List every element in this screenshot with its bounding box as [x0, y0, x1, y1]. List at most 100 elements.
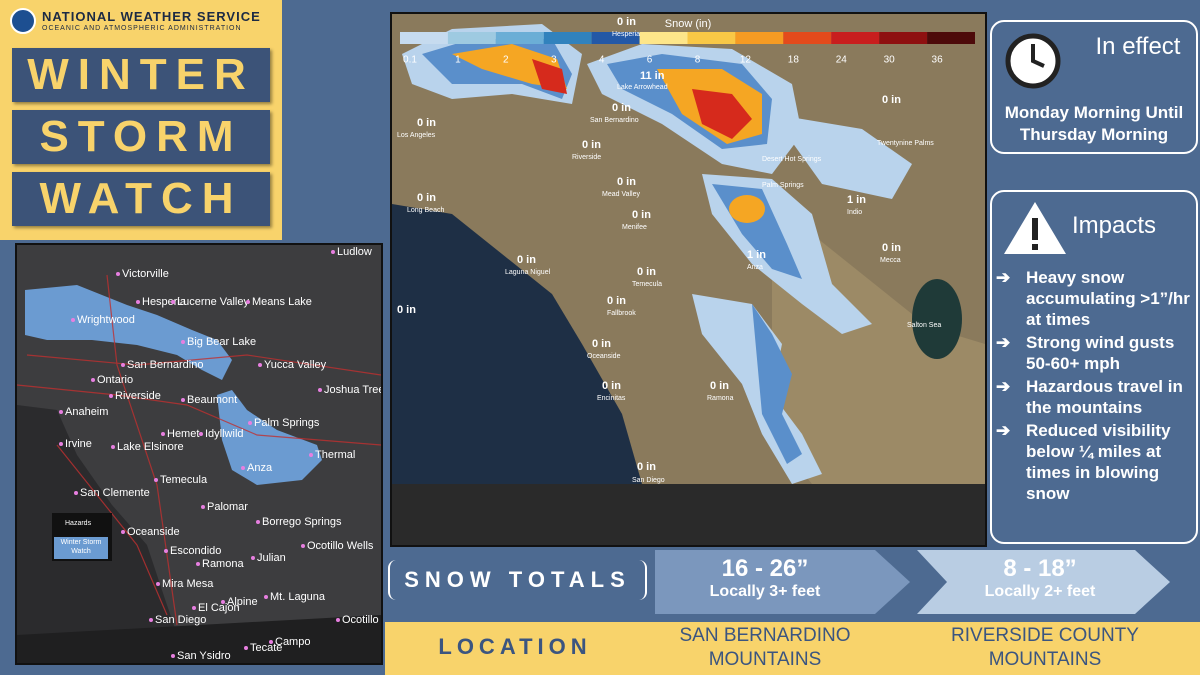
agency: NATIONAL WEATHER SERVICE [42, 9, 261, 24]
legend-tick: 3 [551, 55, 557, 66]
legend-swatch [831, 32, 880, 44]
place-label: Julian [257, 552, 286, 564]
place-dot [196, 562, 200, 566]
hazard-map: Hazards Winter Storm Watch Ludlow Victorv… [15, 243, 383, 665]
place-dot [244, 646, 248, 650]
legend-tick: 12 [740, 55, 752, 66]
place-dot [91, 378, 95, 382]
place-dot [74, 491, 78, 495]
place-dot [71, 318, 75, 322]
place-dot [154, 478, 158, 482]
place-dot [309, 453, 313, 457]
amount-label: 0 in [637, 461, 656, 473]
impact-text: Hazardous travel in the mountains [1026, 377, 1183, 417]
amount-label: 0 in [602, 380, 621, 392]
place-label: San Diego [632, 477, 665, 484]
in-effect-period: Monday Morning Until Thursday Morning [1004, 103, 1184, 144]
place-dot [59, 410, 63, 414]
amount-label: 0 in [397, 304, 416, 316]
legend-tick: 1 [455, 55, 461, 66]
place-label: Campo [275, 636, 310, 648]
amount-label: 1 in [747, 249, 766, 261]
place-label: Big Bear Lake [187, 336, 256, 348]
place-label: Mt. Laguna [270, 591, 326, 603]
warning-icon [1004, 202, 1066, 254]
zone-note: Locally 2+ feet [984, 583, 1096, 600]
amount-label: 0 in [617, 176, 636, 188]
place-label: Anza [247, 462, 273, 474]
place-label: Idyllwild [205, 428, 244, 440]
amount-label: 11 in [640, 70, 665, 82]
amount-label: 0 in [617, 16, 636, 28]
amount-label: 0 in [637, 266, 656, 278]
place-label: Palm Springs [254, 417, 320, 429]
impacts-panel: Impacts ➔ Heavy snow accumulating >1”/hr … [990, 190, 1198, 544]
place-dot [199, 432, 203, 436]
place-dot [256, 520, 260, 524]
place-label: Irvine [65, 438, 92, 450]
place-label: Anaheim [65, 406, 108, 418]
amount-label: 0 in [607, 295, 626, 307]
amount-label: 1 in [847, 194, 866, 206]
legend-tick: 2 [503, 55, 509, 66]
place-dot [331, 250, 335, 254]
place-label: Temecula [632, 281, 662, 288]
place-dot [221, 600, 225, 604]
place-dot [181, 340, 185, 344]
zone-location: SAN BERNARDINO MOUNTAINS [679, 625, 851, 670]
legend-swatch [639, 32, 688, 44]
place-label: Temecula [160, 474, 208, 486]
impact-text: Heavy snow accumulating >1”/hr at times [1026, 268, 1190, 329]
in-effect-heading: In effect [1095, 33, 1181, 60]
legend-tick: 4 [599, 55, 605, 66]
legend-swatch [543, 32, 592, 44]
place-label: San Bernardino [127, 359, 203, 371]
place-label: Ontario [97, 374, 133, 386]
amount-label: 0 in [632, 209, 651, 221]
place-label: Borrego Springs [262, 516, 342, 528]
impact-item: ➔ Strong wind gusts 50-60+ mph [996, 332, 1192, 374]
legend-title: Snow (in) [665, 18, 711, 30]
legend-swatch [687, 32, 736, 44]
place-dot [171, 654, 175, 658]
amount-label: 0 in [710, 380, 729, 392]
zone-note: Locally 3+ feet [709, 583, 821, 600]
amount-label: 0 in [882, 94, 901, 106]
place-label: Ludlow [337, 246, 372, 258]
amount-label: 0 in [517, 254, 536, 266]
place-dot [121, 530, 125, 534]
impact-item: ➔ Hazardous travel in the mountains [996, 376, 1192, 418]
amount-label: 0 in [417, 117, 436, 129]
zone-total: 8 - 18” Locally 2+ feet [930, 555, 1150, 601]
place-label: Yucca Valley [264, 359, 327, 371]
title-line: WATCH [12, 172, 270, 226]
place-label: Twentynine Palms [877, 140, 934, 147]
legend-tick: 30 [884, 55, 896, 66]
place-dot [111, 445, 115, 449]
clock-icon [1005, 33, 1061, 89]
place-dot [171, 300, 175, 304]
impact-text: Strong wind gusts 50-60+ mph [1026, 333, 1175, 373]
place-dot [269, 640, 273, 644]
place-label: San Clemente [80, 487, 150, 499]
arrow-icon: ➔ [996, 268, 1011, 287]
place-label: Beaumont [187, 394, 237, 406]
totals-arrows [655, 550, 1170, 614]
amount-label: 0 in [592, 338, 611, 350]
place-label: Joshua Tree [324, 384, 383, 396]
place-dot [161, 432, 165, 436]
place-label: San Bernardino [590, 117, 639, 124]
place-label: Mead Valley [602, 191, 641, 198]
legend-swatch [447, 32, 496, 44]
place-dot [109, 394, 113, 398]
legend-tick: 36 [932, 55, 944, 66]
subagency: OCEANIC AND ATMOSPHERIC ADMINISTRATION [42, 25, 242, 32]
impact-item: ➔ Reduced visibility below ¼ miles at tim… [996, 420, 1192, 504]
impact-item: ➔ Heavy snow accumulating >1”/hr at times [996, 267, 1192, 330]
amount-label: 0 in [612, 102, 631, 114]
place-label: Tecate [250, 642, 282, 654]
place-label: Desert Hot Springs [762, 156, 822, 163]
place-dot [264, 595, 268, 599]
place-label: Menifee [622, 224, 647, 231]
place-label: Mira Mesa [162, 578, 214, 590]
